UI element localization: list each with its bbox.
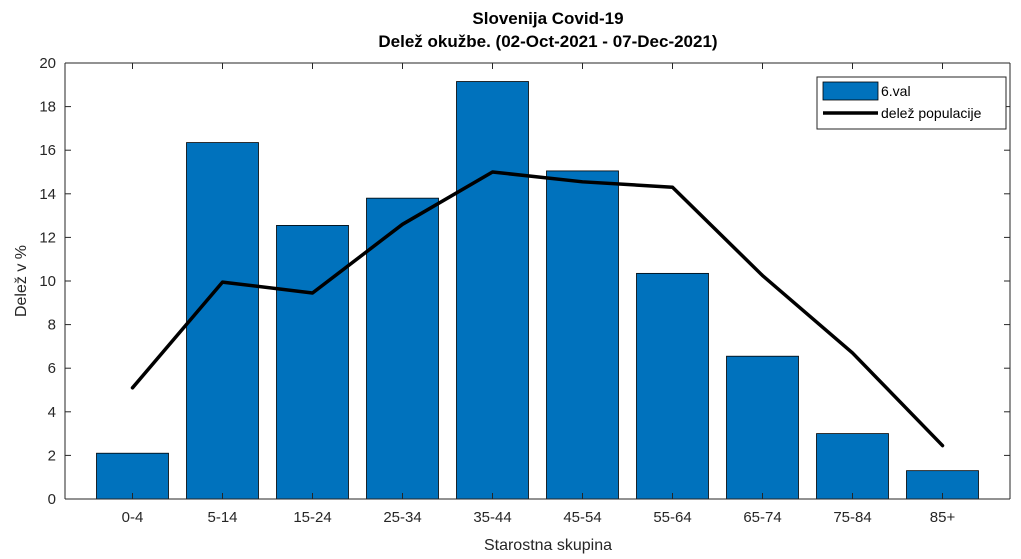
- y-tick-label: 6: [48, 360, 56, 377]
- y-tick-label: 4: [48, 404, 56, 421]
- x-tick-label: 0-4: [122, 509, 144, 526]
- y-tick-label: 2: [48, 447, 56, 464]
- x-tick-label: 55-64: [653, 509, 691, 526]
- y-tick-label: 10: [39, 273, 56, 290]
- y-tick-label: 12: [39, 229, 56, 246]
- bar-25-34: [366, 197, 439, 500]
- bar-5-14: [186, 142, 259, 500]
- bar-45-54: [546, 170, 619, 500]
- y-tick-label: 18: [39, 99, 56, 116]
- x-axis-label: Starostna skupina: [484, 537, 612, 554]
- line-delez-populacije: [130, 170, 945, 448]
- x-tick-label: 35-44: [473, 509, 511, 526]
- y-tick-label: 16: [39, 142, 56, 159]
- x-tick-label: 85+: [930, 509, 956, 526]
- y-tick-label: 0: [48, 491, 56, 508]
- legend-swatch-bar: [822, 81, 879, 101]
- x-tick-label: 15-24: [293, 509, 331, 526]
- x-tick-label: 5-14: [207, 509, 237, 526]
- plot-area: 0 2 4 6 8 10 12 14 16 18 20 0-4 5-14 15-24 25-34 35-44 4…: [39, 55, 1011, 526]
- y-tick-label: 8: [48, 317, 56, 334]
- legend-label-line: delež populacije: [881, 105, 982, 121]
- y-tick-label: 20: [39, 55, 56, 72]
- bar-35-44: [456, 81, 529, 500]
- bar-55-64: [636, 272, 709, 500]
- bar-15-24: [276, 225, 349, 500]
- bar-65-74: [726, 355, 799, 500]
- legend: 6.val delež populacije: [816, 76, 1007, 130]
- bar-0-4: [96, 452, 169, 500]
- y-axis-label: Delež v %: [13, 245, 30, 317]
- chart-title: Slovenija Covid-19: [472, 9, 623, 28]
- chart-subtitle: Delež okužbe. (02-Oct-2021 - 07-Dec-2021…: [378, 32, 717, 51]
- y-tick-label: 14: [39, 186, 56, 203]
- x-tick-label: 75-84: [833, 509, 871, 526]
- x-tick-label: 45-54: [563, 509, 601, 526]
- x-tick-label: 25-34: [383, 509, 421, 526]
- legend-label-bar: 6.val: [881, 83, 911, 99]
- x-tick-label: 65-74: [743, 509, 781, 526]
- bar-75-84: [816, 433, 889, 500]
